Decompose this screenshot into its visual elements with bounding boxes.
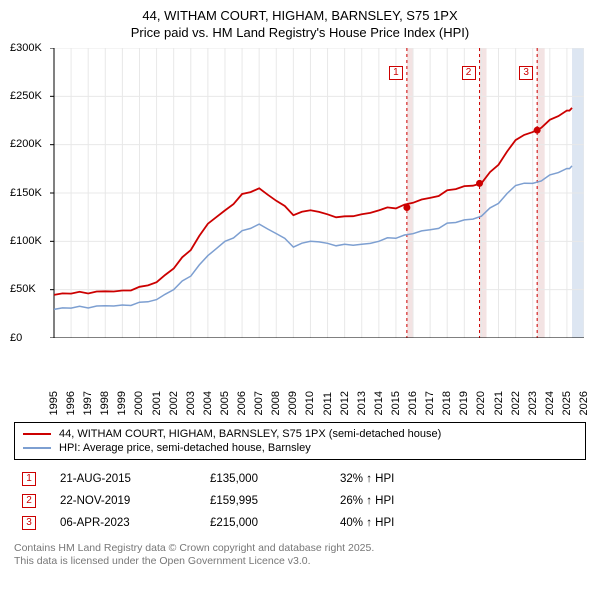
sale-date: 21-AUG-2015 — [60, 473, 210, 485]
x-tick-label: 2009 — [287, 391, 299, 415]
x-tick-label: 1996 — [65, 391, 77, 415]
x-tick-label: 1998 — [99, 391, 111, 415]
legend: 44, WITHAM COURT, HIGHAM, BARNSLEY, S75 … — [14, 422, 586, 460]
x-tick-label: 2002 — [168, 391, 180, 415]
x-tick-label: 2007 — [253, 391, 265, 415]
sale-delta: 32% ↑ HPI — [340, 473, 394, 485]
sale-marker-box: 1 — [389, 66, 403, 80]
sale-marker-icon: 3 — [22, 516, 36, 530]
sales-row: 1 21-AUG-2015 £135,000 32% ↑ HPI — [14, 468, 586, 490]
x-tick-label: 2017 — [424, 391, 436, 415]
sales-row: 2 22-NOV-2019 £159,995 26% ↑ HPI — [14, 490, 586, 512]
sale-price: £215,000 — [210, 517, 340, 529]
x-tick-label: 2016 — [407, 391, 419, 415]
sale-delta: 40% ↑ HPI — [340, 517, 394, 529]
y-tick-label: £50K — [10, 283, 36, 295]
sale-price: £135,000 — [210, 473, 340, 485]
x-tick-label: 2012 — [339, 391, 351, 415]
x-tick-label: 2004 — [202, 391, 214, 415]
legend-label: HPI: Average price, semi-detached house,… — [59, 442, 311, 454]
legend-row: HPI: Average price, semi-detached house,… — [23, 441, 577, 455]
x-tick-label: 2014 — [373, 391, 385, 415]
sale-marker-box: 3 — [519, 66, 533, 80]
x-tick-label: 2024 — [544, 391, 556, 415]
x-tick-label: 2010 — [304, 391, 316, 415]
footer: Contains HM Land Registry data © Crown c… — [14, 542, 586, 568]
x-tick-label: 2021 — [493, 391, 505, 415]
y-tick-label: £300K — [10, 42, 42, 54]
x-tick-label: 2000 — [133, 391, 145, 415]
y-tick-label: £100K — [10, 235, 42, 247]
x-tick-label: 2001 — [151, 391, 163, 415]
sales-table: 1 21-AUG-2015 £135,000 32% ↑ HPI 2 22-NO… — [14, 468, 586, 534]
x-tick-label: 2018 — [441, 391, 453, 415]
x-tick-label: 2011 — [322, 392, 334, 416]
y-tick-label: £150K — [10, 187, 42, 199]
x-tick-label: 2026 — [578, 391, 590, 415]
sale-marker-box: 2 — [462, 66, 476, 80]
chart-container: 44, WITHAM COURT, HIGHAM, BARNSLEY, S75 … — [0, 0, 600, 590]
y-tick-label: £200K — [10, 138, 42, 150]
x-tick-label: 2022 — [510, 391, 522, 415]
legend-row: 44, WITHAM COURT, HIGHAM, BARNSLEY, S75 … — [23, 427, 577, 441]
title-line-1: 44, WITHAM COURT, HIGHAM, BARNSLEY, S75 … — [14, 8, 586, 25]
sale-delta: 26% ↑ HPI — [340, 495, 394, 507]
x-tick-label: 1997 — [82, 391, 94, 415]
sale-date: 06-APR-2023 — [60, 517, 210, 529]
sale-price: £159,995 — [210, 495, 340, 507]
x-tick-label: 2015 — [390, 391, 402, 415]
x-tick-label: 2013 — [356, 391, 368, 415]
x-tick-label: 2003 — [185, 391, 197, 415]
x-tick-label: 2020 — [475, 391, 487, 415]
x-tick-label: 2025 — [561, 391, 573, 415]
sale-marker-icon: 1 — [22, 472, 36, 486]
sales-row: 3 06-APR-2023 £215,000 40% ↑ HPI — [14, 512, 586, 534]
title-block: 44, WITHAM COURT, HIGHAM, BARNSLEY, S75 … — [14, 8, 586, 42]
y-tick-label: £250K — [10, 90, 42, 102]
sale-date: 22-NOV-2019 — [60, 495, 210, 507]
x-tick-label: 2019 — [458, 391, 470, 415]
footer-line-2: This data is licensed under the Open Gov… — [14, 555, 586, 568]
chart-svg — [14, 48, 584, 338]
legend-label: 44, WITHAM COURT, HIGHAM, BARNSLEY, S75 … — [59, 428, 441, 440]
x-tick-label: 1999 — [116, 391, 128, 415]
sale-marker-icon: 2 — [22, 494, 36, 508]
x-tick-label: 2023 — [527, 391, 539, 415]
x-tick-label: 2005 — [219, 391, 231, 415]
y-tick-label: £0 — [10, 332, 22, 344]
legend-swatch — [23, 447, 51, 449]
title-line-2: Price paid vs. HM Land Registry's House … — [14, 25, 586, 42]
x-tick-label: 1995 — [48, 391, 60, 415]
x-tick-label: 2006 — [236, 391, 248, 415]
chart-area: £0£50K£100K£150K£200K£250K£300K 19951996… — [14, 48, 584, 378]
legend-swatch — [23, 433, 51, 435]
x-tick-label: 2008 — [270, 391, 282, 415]
footer-line-1: Contains HM Land Registry data © Crown c… — [14, 542, 586, 555]
